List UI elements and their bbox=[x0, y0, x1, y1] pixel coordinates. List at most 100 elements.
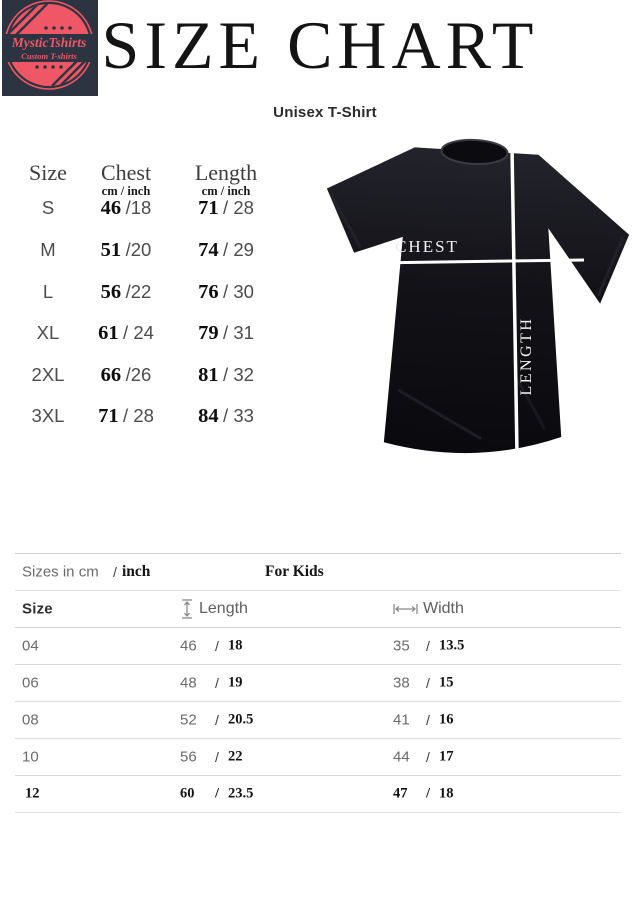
slash: / bbox=[426, 785, 431, 802]
kids-length-inch: 18 bbox=[228, 637, 243, 654]
kids-size-cell: 10 bbox=[22, 748, 39, 766]
chest-inch: /22 bbox=[125, 280, 152, 302]
kids-width-cm: 38 bbox=[393, 674, 410, 692]
adult-table-units: cm / inch cm / inch bbox=[16, 184, 276, 199]
table-row: L 56 /22 76 / 30 bbox=[16, 277, 276, 307]
tshirt-collar bbox=[440, 138, 509, 166]
kids-width-inch: 18 bbox=[439, 785, 454, 802]
kids-length-cm: 48 bbox=[180, 674, 197, 692]
kids-width-cm: 35 bbox=[393, 637, 410, 655]
slash: / bbox=[215, 638, 219, 654]
length-inch: / 33 bbox=[223, 404, 254, 426]
kids-table-row: 08 52 / 20.5 41 / 16 bbox=[15, 702, 621, 739]
table-row: XL 61 / 24 79 / 31 bbox=[16, 318, 276, 348]
kids-length-cm: 60 bbox=[180, 785, 195, 802]
kids-width-inch: 15 bbox=[439, 674, 454, 691]
table-row: 2XL 66 /26 81 / 32 bbox=[16, 360, 276, 390]
kids-col-width: Width bbox=[423, 600, 464, 617]
kids-width-cm: 47 bbox=[393, 785, 408, 802]
chest-cell: 46 /18 bbox=[80, 197, 172, 220]
slash: / bbox=[215, 712, 219, 728]
slash: / bbox=[426, 712, 430, 728]
length-cm: 79 bbox=[198, 321, 219, 344]
length-cm: 74 bbox=[198, 238, 219, 261]
kids-size-table: Sizes in cm / inch For Kids Size Length bbox=[15, 553, 621, 813]
chest-inch: /26 bbox=[125, 363, 152, 385]
chest-cell: 56 /22 bbox=[80, 281, 172, 304]
chest-cell: 71 / 28 bbox=[80, 405, 172, 428]
col-chest-label: Chest bbox=[100, 160, 152, 185]
chest-cm: 46 bbox=[100, 196, 122, 219]
kids-length-cm: 46 bbox=[180, 637, 197, 655]
for-kids-label: For Kids bbox=[265, 563, 324, 580]
size-cell: 2XL bbox=[31, 364, 65, 385]
size-cell: XL bbox=[36, 322, 60, 343]
kids-table-row: 06 48 / 19 38 / 15 bbox=[15, 665, 621, 702]
length-cell: 79 / 31 bbox=[176, 322, 276, 345]
col-length-label: Length bbox=[194, 160, 258, 185]
chest-measure-line bbox=[367, 258, 585, 265]
unit-inch: inch bbox=[227, 184, 251, 198]
length-cm: 76 bbox=[198, 280, 219, 303]
kids-width-cm: 44 bbox=[393, 748, 410, 766]
chest-cm: 71 bbox=[98, 404, 119, 427]
chest-inch: /20 bbox=[125, 238, 152, 260]
caption-inch-label: inch bbox=[122, 563, 151, 580]
tshirt-silhouette bbox=[326, 138, 630, 454]
chest-cm: 56 bbox=[100, 280, 122, 303]
page-subtitle: Unisex T-Shirt bbox=[273, 104, 377, 121]
slash: / bbox=[215, 785, 220, 802]
length-cell: 84 / 33 bbox=[176, 405, 276, 428]
kids-size-cell: 12 bbox=[25, 785, 40, 802]
unit-slash: / bbox=[220, 184, 225, 198]
chest-cell: 51 /20 bbox=[80, 239, 172, 262]
size-cell: 3XL bbox=[31, 405, 65, 426]
kids-width-inch: 13.5 bbox=[439, 637, 465, 654]
length-cm: 81 bbox=[198, 363, 219, 386]
kids-table-row: 04 46 / 18 35 / 13.5 bbox=[15, 628, 621, 665]
size-cell: S bbox=[41, 197, 55, 218]
length-inch: / 28 bbox=[223, 196, 254, 218]
kids-table-caption: Sizes in cm / inch For Kids bbox=[15, 554, 621, 591]
size-cell: M bbox=[40, 239, 56, 260]
caption-slash: / bbox=[113, 564, 117, 580]
chest-inch: / 28 bbox=[123, 404, 154, 426]
logo-band bbox=[2, 34, 98, 62]
col-size-label: Size bbox=[29, 160, 67, 185]
chest-cm: 51 bbox=[100, 238, 122, 261]
kids-col-size: Size bbox=[22, 600, 53, 618]
unit-inch: inch bbox=[127, 184, 151, 198]
brand-name: MysticTshirts bbox=[11, 35, 87, 50]
logo-dots-bottom bbox=[35, 65, 63, 69]
length-inch: / 32 bbox=[223, 363, 254, 385]
chest-cm: 61 bbox=[98, 321, 119, 344]
kids-length-inch: 20.5 bbox=[228, 711, 254, 728]
chest-cell: 61 / 24 bbox=[80, 322, 172, 345]
length-inch: / 29 bbox=[223, 238, 254, 260]
slash: / bbox=[426, 638, 430, 654]
slash: / bbox=[426, 675, 430, 691]
kids-table-row: 12 60 / 23.5 47 / 18 bbox=[15, 776, 621, 813]
length-cell: 81 / 32 bbox=[176, 364, 276, 387]
unit-cm: cm bbox=[101, 184, 118, 198]
adult-table-header: Size Chest Length bbox=[16, 160, 276, 186]
logo-dots-top bbox=[44, 26, 72, 30]
kids-width-inch: 17 bbox=[439, 748, 454, 765]
chest-unit-label: cm / inch bbox=[80, 184, 172, 199]
length-cm: 71 bbox=[198, 196, 219, 219]
width-arrow-icon bbox=[393, 604, 418, 614]
slash: / bbox=[215, 749, 219, 765]
kids-table-row: 10 56 / 22 44 / 17 bbox=[15, 739, 621, 776]
length-unit-label: cm / inch bbox=[176, 184, 276, 199]
length-measure-line bbox=[510, 147, 519, 455]
tshirt-measure-diagram: CHEST LENGTH bbox=[326, 138, 630, 455]
kids-size-cell: 04 bbox=[22, 637, 39, 655]
unit-cm: cm bbox=[201, 184, 218, 198]
slash: / bbox=[426, 749, 430, 765]
length-cm: 84 bbox=[198, 404, 219, 427]
chest-inch: /18 bbox=[125, 196, 152, 218]
kids-col-length: Length bbox=[199, 600, 248, 617]
table-row: M 51 /20 74 / 29 bbox=[16, 235, 276, 265]
length-cell: 71 / 28 bbox=[176, 197, 276, 220]
